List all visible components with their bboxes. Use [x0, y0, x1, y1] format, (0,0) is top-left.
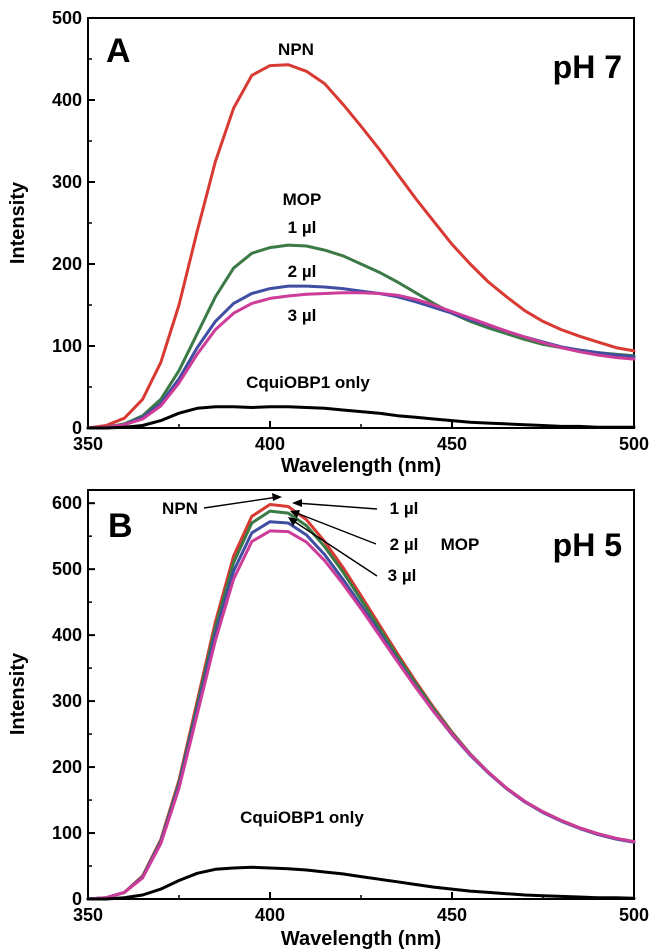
arrow-2ul-head: [290, 510, 300, 518]
y-tick-label: 100: [52, 823, 82, 843]
series-line-2-l: [86, 520, 636, 901]
annotation-b-2ul: 2 µl: [390, 535, 419, 554]
arrow-npn: [203, 496, 279, 509]
x-tick-label: 350: [73, 434, 103, 454]
panel-b-ticks: 350 400 450 500 0 100 200 300 400 500 600: [52, 493, 649, 925]
y-tick-label: 100: [52, 336, 82, 356]
panel-a: 350 400 450 500 0 100 200 300 400 500 A pH 7 Wave…: [7, 8, 649, 477]
y-tick-label: 300: [52, 691, 82, 711]
y-tick-label: 400: [52, 90, 82, 110]
panel-b-label: B: [108, 507, 133, 545]
x-tick-label: 500: [619, 434, 649, 454]
series-line-cquiobp1-only: [86, 865, 636, 901]
panel-a-condition: pH 7: [553, 49, 622, 85]
annotation-b-3ul: 3 µl: [388, 566, 417, 585]
annotation-npn: NPN: [278, 40, 314, 59]
annotation-1ul: 1 µl: [288, 218, 317, 237]
y-tick-label: 500: [52, 8, 82, 28]
x-tick-label: 450: [437, 905, 467, 925]
y-tick-label: 500: [52, 559, 82, 579]
series-line-cquiobp1-only: [86, 405, 636, 430]
series-line-3-l: [86, 529, 636, 901]
panel-a-xlabel: Wavelength (nm): [281, 455, 441, 477]
x-tick-label: 400: [255, 905, 285, 925]
panel-a-ylabel: Intensity: [7, 181, 29, 264]
y-tick-label: 0: [72, 889, 82, 909]
annotation-b-mop: MOP: [441, 535, 480, 554]
panel-a-series: [86, 63, 636, 430]
x-tick-label: 350: [73, 905, 103, 925]
annotation-2ul: 2 µl: [288, 262, 317, 281]
series-line-3-l: [86, 291, 636, 430]
series-line-npn: [86, 503, 636, 901]
y-tick-label: 300: [52, 172, 82, 192]
y-tick-label: 200: [52, 757, 82, 777]
panel-b-ylabel: Intensity: [7, 652, 29, 735]
annotation-mop: MOP: [283, 190, 322, 209]
arrow-3ul-head: [288, 517, 298, 526]
arrow-3ul: [291, 519, 378, 577]
x-tick-label: 500: [619, 905, 649, 925]
y-tick-label: 200: [52, 254, 82, 274]
y-tick-label: 0: [72, 418, 82, 438]
annotation-b-1ul: 1 µl: [390, 499, 419, 518]
x-tick-label: 400: [255, 434, 285, 454]
annotation-b-cquiobp1-only: CquiOBP1 only: [240, 808, 364, 827]
panel-b-series: [86, 503, 636, 901]
annotation-b-npn: NPN: [162, 499, 198, 518]
panel-a-label: A: [106, 32, 131, 70]
y-tick-label: 600: [52, 493, 82, 513]
x-tick-label: 450: [437, 434, 467, 454]
annotation-3ul: 3 µl: [288, 306, 317, 325]
panel-b-condition: pH 5: [553, 527, 622, 563]
y-tick-label: 400: [52, 625, 82, 645]
arrow-1ul-head: [292, 499, 302, 507]
series-line-npn: [86, 63, 636, 430]
arrow-1ul: [295, 502, 378, 510]
arrow-2ul: [293, 511, 377, 545]
panel-b-xlabel: Wavelength (nm): [281, 928, 441, 950]
series-line-2-l: [86, 284, 636, 430]
panel-b: 350 400 450 500 0 100 200 300 400 500 600 B pH 5 W…: [7, 489, 649, 950]
annotation-cquiobp1-only: CquiOBP1 only: [246, 373, 370, 392]
arrow-npn-head: [272, 493, 282, 501]
series-line-1-l: [86, 243, 636, 430]
series-line-1-l: [86, 509, 636, 901]
